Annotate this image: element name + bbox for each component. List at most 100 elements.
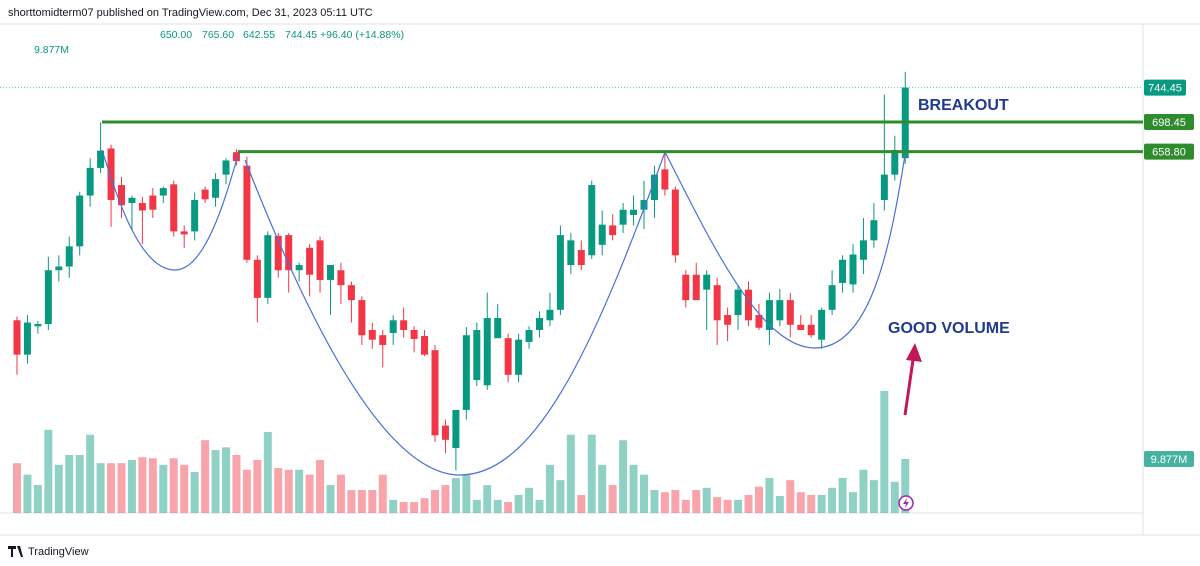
candle-body xyxy=(577,250,585,266)
volume-bar xyxy=(263,431,272,513)
candle-body xyxy=(452,409,460,449)
volume-bar xyxy=(807,494,816,513)
candle-body xyxy=(859,240,867,260)
volume-bar xyxy=(222,447,230,513)
volume-bar xyxy=(295,469,304,513)
candle-body xyxy=(807,324,815,336)
volume-bar xyxy=(190,471,199,513)
candle-body xyxy=(797,324,805,330)
candle-body xyxy=(724,315,732,325)
volume-bar xyxy=(880,390,889,513)
candle-body xyxy=(556,235,564,310)
candle-body xyxy=(13,320,21,355)
logo-mark xyxy=(8,546,23,557)
candle-body xyxy=(661,169,669,190)
candle-body xyxy=(786,300,794,325)
volume-bar xyxy=(253,459,262,513)
candle-body xyxy=(567,240,575,266)
volume-indicator-label: 9.877M xyxy=(34,44,69,56)
candle-body xyxy=(138,203,146,211)
candle-body xyxy=(536,318,543,330)
header: shorttomidterm07 published on TradingVie… xyxy=(8,7,373,19)
volume-bar xyxy=(86,434,95,513)
candle-body xyxy=(128,197,136,204)
volume-bar xyxy=(180,464,189,513)
volume-bar xyxy=(305,474,314,513)
volume-bar xyxy=(765,477,774,513)
candle-body xyxy=(504,338,512,375)
volume-bar xyxy=(671,490,680,513)
candle-body xyxy=(828,285,836,310)
volume-bar xyxy=(462,474,471,513)
volume-bar xyxy=(316,459,325,513)
candle-body xyxy=(483,318,491,386)
volume-bar xyxy=(566,434,575,513)
candle-body xyxy=(630,209,638,215)
volume-bar xyxy=(838,477,847,513)
volume-tag xyxy=(1144,450,1194,467)
volume-bar xyxy=(890,481,899,513)
candle-body xyxy=(462,335,470,410)
volume-bar xyxy=(211,450,220,513)
volume-bar xyxy=(849,492,857,513)
volume-bar xyxy=(65,454,74,513)
candle-body xyxy=(149,195,157,210)
candle-body xyxy=(703,274,711,290)
candle-body xyxy=(765,300,773,330)
candle-body xyxy=(337,270,345,286)
annotation: GOOD VOLUME xyxy=(888,320,1010,337)
candle-body xyxy=(713,285,721,321)
candle-body xyxy=(441,425,449,440)
volume-bar xyxy=(107,463,116,513)
candle-body xyxy=(243,165,251,260)
volume-bar xyxy=(201,440,210,513)
volume-bar xyxy=(859,469,868,513)
volume-bar xyxy=(75,454,84,513)
volume-bar xyxy=(504,502,513,513)
volume-bar xyxy=(901,458,910,513)
candle-body xyxy=(525,329,533,342)
candle-body xyxy=(159,188,167,196)
candle-body xyxy=(170,184,178,232)
cup-curve xyxy=(244,151,666,476)
candle-body xyxy=(44,270,52,325)
ohlc-high: 765.60 xyxy=(202,29,234,41)
event-icon-bolt xyxy=(903,498,909,508)
candle-body xyxy=(619,209,627,225)
candle-body xyxy=(818,309,826,340)
candle-body xyxy=(65,246,73,267)
price-tag xyxy=(1144,79,1186,96)
volume-bar xyxy=(44,429,53,513)
volume-bar xyxy=(96,463,105,513)
volume-bar xyxy=(650,490,659,513)
candle-body xyxy=(410,329,418,339)
candle-body xyxy=(609,225,617,236)
volume-bar xyxy=(692,490,701,513)
volume-bar xyxy=(713,497,722,513)
volume-bar xyxy=(587,434,596,513)
candle-body xyxy=(515,339,523,375)
candle-body xyxy=(734,289,742,316)
volume-bar xyxy=(754,486,763,513)
ohlc-header: 650.00 765.60 642.55 744.45 +96.40 (+14.… xyxy=(160,29,404,41)
candle-body xyxy=(86,167,94,196)
volume-bar xyxy=(242,469,251,513)
candle-body xyxy=(640,200,648,210)
candle-body xyxy=(839,259,847,283)
candle-body xyxy=(34,324,42,327)
candle-body xyxy=(650,174,658,201)
candle-body xyxy=(180,231,188,235)
candle-body xyxy=(473,329,481,381)
volume-bar xyxy=(702,487,711,513)
cup-curve xyxy=(664,151,906,349)
volume-bar xyxy=(608,485,617,513)
volume-bar xyxy=(13,463,21,513)
candle-body xyxy=(671,189,679,256)
candle-body xyxy=(692,274,700,301)
level-tag xyxy=(1144,143,1194,160)
level-tag-label: 698.45 xyxy=(1152,117,1186,129)
candle-body xyxy=(253,259,261,298)
volume-bar xyxy=(786,480,795,513)
